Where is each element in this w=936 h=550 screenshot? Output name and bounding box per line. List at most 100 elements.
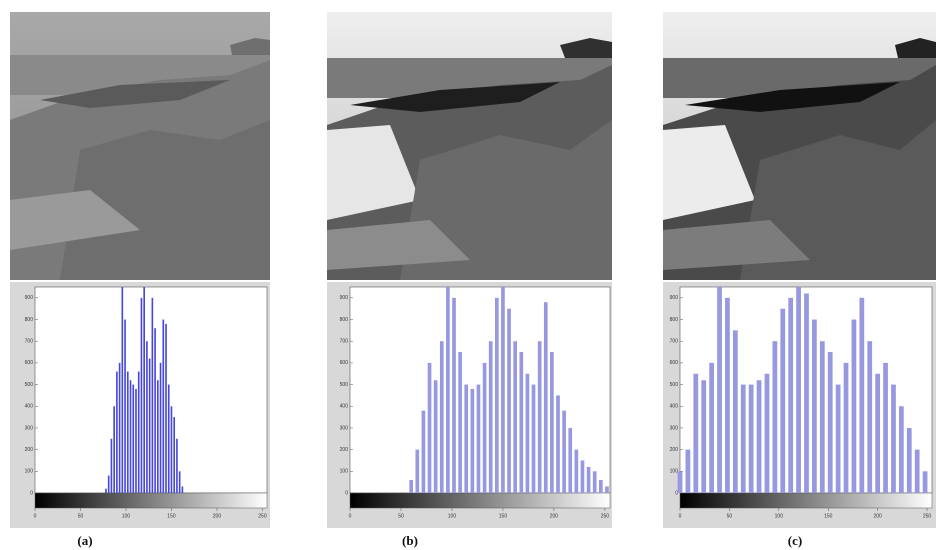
caption: (c) bbox=[788, 533, 802, 548]
gray-ramp bbox=[350, 493, 610, 508]
y-tick-label: 100 bbox=[340, 469, 349, 475]
bar bbox=[852, 320, 857, 493]
bar bbox=[544, 302, 548, 493]
bar bbox=[883, 363, 888, 493]
photo-c bbox=[663, 12, 936, 280]
bar bbox=[489, 341, 493, 493]
y-tick-label: 100 bbox=[670, 469, 679, 475]
bar bbox=[130, 380, 132, 493]
figure: 0100200300400500600700800900050100150200… bbox=[0, 0, 936, 550]
bar bbox=[507, 309, 511, 493]
bar bbox=[415, 450, 419, 493]
y-tick-label: 0 bbox=[345, 490, 348, 496]
bar bbox=[458, 352, 462, 493]
bar bbox=[124, 320, 126, 493]
bar bbox=[899, 406, 904, 493]
bar bbox=[422, 411, 426, 493]
y-tick-label: 900 bbox=[25, 295, 34, 301]
bar bbox=[526, 374, 530, 493]
bar bbox=[132, 385, 134, 493]
x-tick-label: 0 bbox=[679, 513, 682, 519]
bar bbox=[434, 380, 438, 493]
bar bbox=[105, 489, 107, 493]
caption: (a) bbox=[77, 533, 92, 548]
bar bbox=[428, 363, 432, 493]
y-tick-label: 300 bbox=[340, 425, 349, 431]
y-tick-label: 400 bbox=[25, 404, 34, 410]
bar bbox=[772, 341, 777, 493]
bar bbox=[409, 480, 413, 493]
bar bbox=[828, 352, 833, 493]
bar bbox=[171, 406, 173, 493]
bar bbox=[538, 341, 542, 493]
bar bbox=[765, 374, 770, 493]
y-tick-label: 700 bbox=[670, 339, 679, 345]
bar bbox=[157, 380, 159, 493]
bar bbox=[143, 287, 145, 493]
y-tick-label: 100 bbox=[25, 469, 34, 475]
bar bbox=[452, 298, 456, 493]
y-tick-label: 600 bbox=[25, 360, 34, 366]
bar bbox=[162, 320, 164, 493]
bar bbox=[701, 380, 706, 493]
bar bbox=[915, 450, 920, 493]
bar bbox=[599, 480, 603, 493]
bar bbox=[138, 372, 140, 493]
bar bbox=[556, 395, 560, 493]
y-tick-label: 200 bbox=[670, 447, 679, 453]
bar bbox=[593, 471, 597, 493]
bar bbox=[160, 363, 162, 493]
x-tick-label: 50 bbox=[727, 513, 733, 519]
bar bbox=[859, 298, 864, 493]
bar bbox=[149, 359, 151, 493]
bar bbox=[532, 385, 536, 493]
bar bbox=[168, 385, 170, 493]
bar bbox=[116, 372, 118, 493]
bar bbox=[513, 341, 517, 493]
bar bbox=[146, 341, 148, 493]
x-tick-label: 150 bbox=[499, 513, 508, 519]
plot-area bbox=[35, 287, 267, 493]
y-tick-label: 400 bbox=[670, 404, 679, 410]
bar bbox=[725, 298, 730, 493]
bar bbox=[812, 320, 817, 493]
bar bbox=[757, 380, 762, 493]
bar bbox=[550, 352, 554, 493]
x-tick-label: 150 bbox=[167, 513, 176, 519]
x-tick-label: 200 bbox=[550, 513, 559, 519]
y-tick-label: 400 bbox=[340, 404, 349, 410]
x-tick-label: 50 bbox=[78, 513, 84, 519]
bar bbox=[119, 363, 121, 493]
x-tick-label: 0 bbox=[349, 513, 352, 519]
bar bbox=[477, 385, 481, 493]
bar bbox=[483, 363, 487, 493]
bar bbox=[581, 460, 585, 493]
bar bbox=[111, 439, 113, 493]
bar bbox=[519, 352, 523, 493]
y-tick-label: 700 bbox=[340, 339, 349, 345]
y-tick-label: 0 bbox=[30, 490, 33, 496]
y-tick-label: 800 bbox=[25, 317, 34, 323]
bar bbox=[907, 428, 912, 493]
x-tick-label: 250 bbox=[923, 513, 932, 519]
bar bbox=[127, 372, 129, 493]
bar bbox=[587, 467, 591, 493]
bar bbox=[446, 287, 450, 493]
bar bbox=[741, 385, 746, 493]
bar bbox=[154, 328, 156, 493]
gray-ramp bbox=[680, 493, 932, 508]
bar bbox=[867, 341, 872, 493]
bar bbox=[820, 341, 825, 493]
bar bbox=[113, 406, 115, 493]
bar bbox=[495, 298, 499, 493]
bar bbox=[733, 330, 738, 493]
bar bbox=[562, 411, 566, 493]
bar bbox=[464, 385, 468, 493]
bar bbox=[788, 298, 793, 493]
bar bbox=[693, 374, 698, 493]
bar bbox=[501, 287, 505, 493]
gray-ramp bbox=[35, 493, 267, 508]
x-tick-label: 100 bbox=[122, 513, 131, 519]
bar bbox=[173, 417, 175, 493]
bar bbox=[804, 294, 809, 493]
